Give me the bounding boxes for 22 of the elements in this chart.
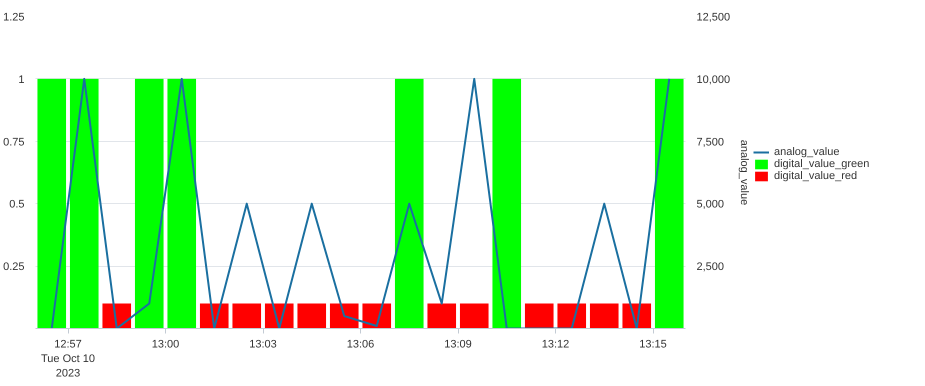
y2-tick-label: 2,500 — [696, 261, 724, 274]
x-tick-label: 13:09 — [444, 338, 472, 350]
y2-tick-label: 5,000 — [696, 198, 724, 211]
y-tick-label: 0.75 — [3, 136, 25, 148]
y-tick-label: 1 — [18, 74, 25, 86]
legend-label: digital_value_red — [774, 170, 858, 182]
x-tick-label: 13:12 — [542, 338, 570, 350]
line-series — [50, 78, 670, 328]
y2-tick-label: 12,500 — [696, 12, 730, 24]
y2-tick-label: 10,000 — [696, 74, 730, 86]
x-tick-label: 12:57 Tue Oct 10 2023 — [40, 338, 96, 380]
x-tick-label: 13:03 — [249, 338, 277, 350]
y2-tick-label: 7,500 — [696, 136, 724, 148]
y-tick-label: 0.5 — [9, 198, 25, 211]
legend-label: analog_value — [774, 146, 840, 158]
x-tick-label: 13:00 — [152, 338, 180, 350]
y-tick-label: 0.25 — [3, 261, 25, 274]
x-tick-label: 13:15 — [639, 338, 667, 350]
x-tick-label: 13:06 — [346, 338, 374, 350]
y-tick-label: 1.25 — [3, 12, 25, 24]
y2-axis-title: analog_value — [738, 140, 750, 206]
legend-label: digital_value_green — [774, 158, 870, 170]
